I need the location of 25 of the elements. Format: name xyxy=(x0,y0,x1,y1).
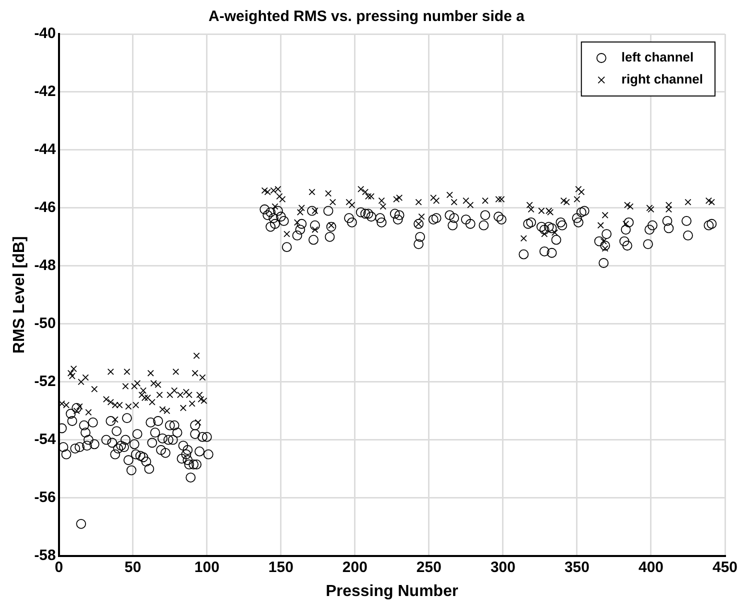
chart-title: A-weighted RMS vs. pressing number side a xyxy=(208,8,526,26)
legend-label: right channel xyxy=(621,72,704,87)
x-tick-label: 150 xyxy=(268,558,294,576)
y-tick-label: -54 xyxy=(34,430,57,448)
y-tick-label: -44 xyxy=(34,141,57,158)
legend-label: left channel xyxy=(621,50,694,65)
x-tick-label: 450 xyxy=(712,558,738,576)
y-tick-label: -58 xyxy=(34,546,56,564)
x-tick-label: 50 xyxy=(124,558,142,576)
y-tick-label: -52 xyxy=(34,373,56,390)
y-tick-label: -56 xyxy=(34,488,56,506)
x-tick-label: 400 xyxy=(638,558,664,576)
y-tick-label: -40 xyxy=(34,25,56,42)
y-tick-label: -46 xyxy=(34,199,56,216)
y-tick-label: -50 xyxy=(34,315,56,332)
y-tick-label: -48 xyxy=(34,257,56,274)
x-tick-label: 250 xyxy=(416,558,442,576)
y-tick-label: -42 xyxy=(34,83,56,100)
x-tick-label: 300 xyxy=(490,558,516,576)
x-tick-label: 200 xyxy=(342,558,368,576)
x-axis-title: Pressing Number xyxy=(326,582,458,600)
y-axis-title: RMS Level [dB] xyxy=(11,236,28,354)
x-tick-label: 0 xyxy=(54,558,64,576)
x-tick-label: 100 xyxy=(194,558,220,576)
x-tick-label: 350 xyxy=(564,558,590,576)
